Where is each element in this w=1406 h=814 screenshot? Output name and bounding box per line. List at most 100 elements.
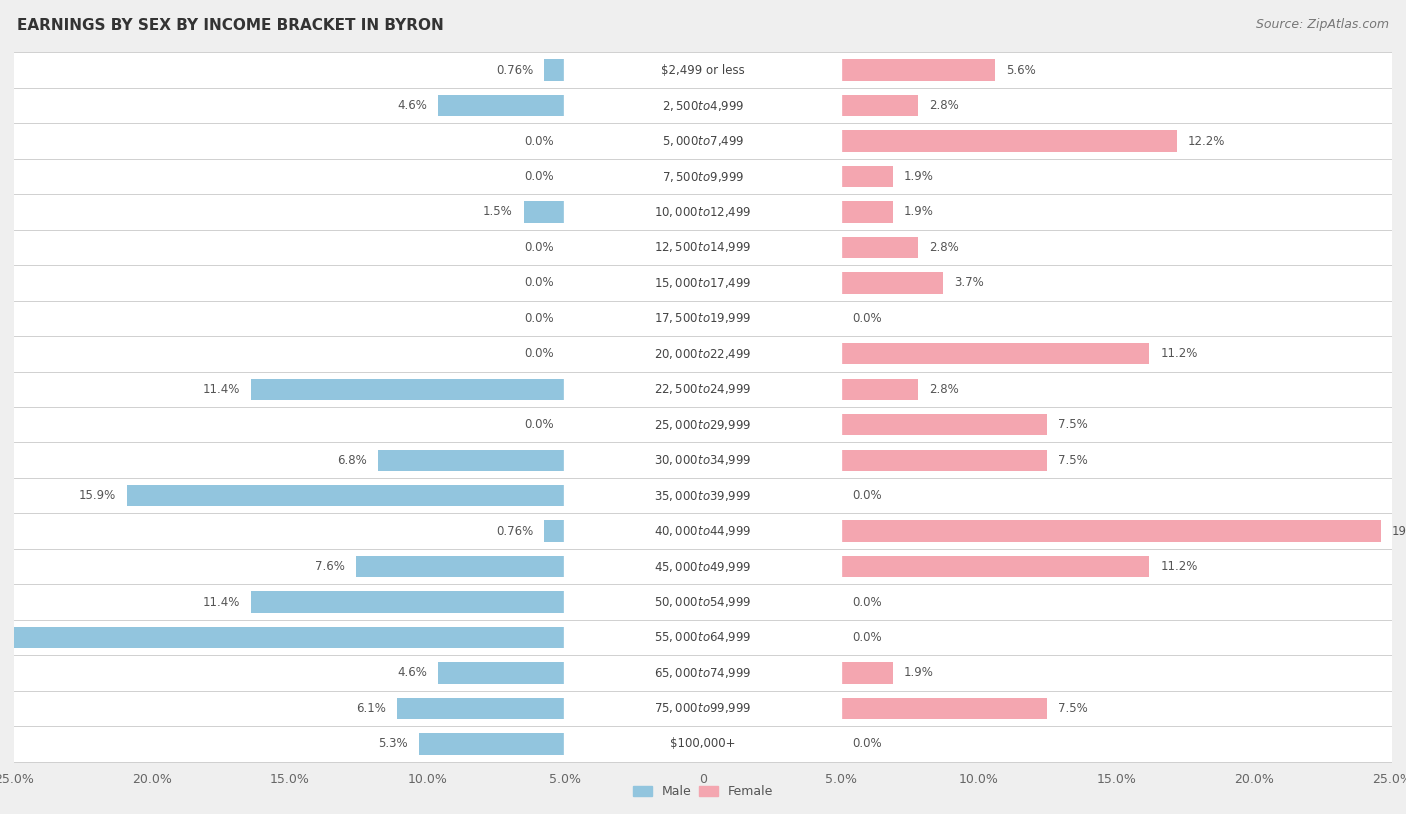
Text: 1.9%: 1.9% [904,170,934,183]
Bar [841,344,1150,365]
Text: 0.0%: 0.0% [852,489,882,502]
Bar [14,478,1392,514]
Bar [841,414,1047,435]
FancyBboxPatch shape [564,129,842,154]
FancyBboxPatch shape [564,732,842,756]
Bar [544,520,565,542]
Bar [841,59,995,81]
Bar [14,230,1392,265]
Bar [14,726,1392,762]
FancyBboxPatch shape [564,660,842,685]
Text: 2.8%: 2.8% [929,99,959,112]
Bar [439,95,565,116]
Text: $30,000 to $34,999: $30,000 to $34,999 [654,453,752,467]
Text: 0.0%: 0.0% [852,596,882,609]
Bar [252,592,565,613]
Text: 0.0%: 0.0% [852,737,882,751]
Bar [841,449,1047,470]
Text: 0.76%: 0.76% [496,63,533,77]
Text: $2,499 or less: $2,499 or less [661,63,745,77]
Text: 0.0%: 0.0% [524,170,554,183]
Text: 7.5%: 7.5% [1059,418,1088,431]
Text: 0.0%: 0.0% [524,277,554,290]
Text: EARNINGS BY SEX BY INCOME BRACKET IN BYRON: EARNINGS BY SEX BY INCOME BRACKET IN BYR… [17,18,444,33]
Bar [14,407,1392,443]
Text: 6.1%: 6.1% [356,702,387,715]
Bar [841,520,1381,542]
Bar [14,336,1392,371]
Text: $15,000 to $17,499: $15,000 to $17,499 [654,276,752,290]
Text: 0.0%: 0.0% [524,418,554,431]
Text: $7,500 to $9,999: $7,500 to $9,999 [662,169,744,183]
FancyBboxPatch shape [564,270,842,295]
Bar [419,733,565,755]
Bar [841,698,1047,719]
Text: $22,500 to $24,999: $22,500 to $24,999 [654,383,752,396]
Bar [252,379,565,400]
Bar [439,663,565,684]
Text: 4.6%: 4.6% [398,667,427,680]
FancyBboxPatch shape [564,164,842,189]
FancyBboxPatch shape [564,484,842,508]
Text: 11.4%: 11.4% [202,383,240,396]
Bar [14,443,1392,478]
Bar [524,201,565,222]
Text: $12,500 to $14,999: $12,500 to $14,999 [654,240,752,255]
FancyBboxPatch shape [564,554,842,579]
Bar [127,485,565,506]
Bar [14,655,1392,691]
Text: 0.0%: 0.0% [524,348,554,361]
FancyBboxPatch shape [564,93,842,118]
Text: 3.7%: 3.7% [953,277,984,290]
Bar [841,663,893,684]
Bar [14,300,1392,336]
Text: 7.5%: 7.5% [1059,702,1088,715]
Text: 0.0%: 0.0% [852,631,882,644]
FancyBboxPatch shape [564,696,842,721]
Text: 0.76%: 0.76% [496,524,533,537]
Text: 11.2%: 11.2% [1160,560,1198,573]
Text: 0.0%: 0.0% [524,241,554,254]
Text: 0.0%: 0.0% [852,312,882,325]
Bar [356,556,565,577]
Text: 6.8%: 6.8% [337,453,367,466]
Bar [841,237,918,258]
Bar [14,123,1392,159]
Text: $20,000 to $22,499: $20,000 to $22,499 [654,347,752,361]
Bar [14,371,1392,407]
Bar [14,52,1392,88]
Text: $25,000 to $29,999: $25,000 to $29,999 [654,418,752,431]
Bar [841,201,893,222]
Text: $10,000 to $12,499: $10,000 to $12,499 [654,205,752,219]
Bar [14,88,1392,123]
FancyBboxPatch shape [564,306,842,330]
FancyBboxPatch shape [564,341,842,366]
Bar [841,130,1177,151]
Bar [14,691,1392,726]
Text: 5.6%: 5.6% [1007,63,1036,77]
Text: Source: ZipAtlas.com: Source: ZipAtlas.com [1256,18,1389,31]
Bar [14,549,1392,584]
Bar [841,379,918,400]
FancyBboxPatch shape [564,377,842,401]
Bar [841,95,918,116]
Bar [14,619,1392,655]
Text: 11.4%: 11.4% [202,596,240,609]
FancyBboxPatch shape [564,519,842,544]
Text: $75,000 to $99,999: $75,000 to $99,999 [654,702,752,716]
Text: 1.9%: 1.9% [904,667,934,680]
Bar [14,514,1392,549]
Text: 19.6%: 19.6% [1392,524,1406,537]
FancyBboxPatch shape [564,589,842,615]
Text: 5.3%: 5.3% [378,737,408,751]
Text: 4.6%: 4.6% [398,99,427,112]
Bar [396,698,565,719]
Text: 7.6%: 7.6% [315,560,344,573]
FancyBboxPatch shape [564,625,842,650]
Bar [14,265,1392,300]
Bar [378,449,565,470]
Text: 15.9%: 15.9% [79,489,117,502]
Text: 1.9%: 1.9% [904,205,934,218]
Bar [14,584,1392,619]
Text: 0.0%: 0.0% [524,312,554,325]
